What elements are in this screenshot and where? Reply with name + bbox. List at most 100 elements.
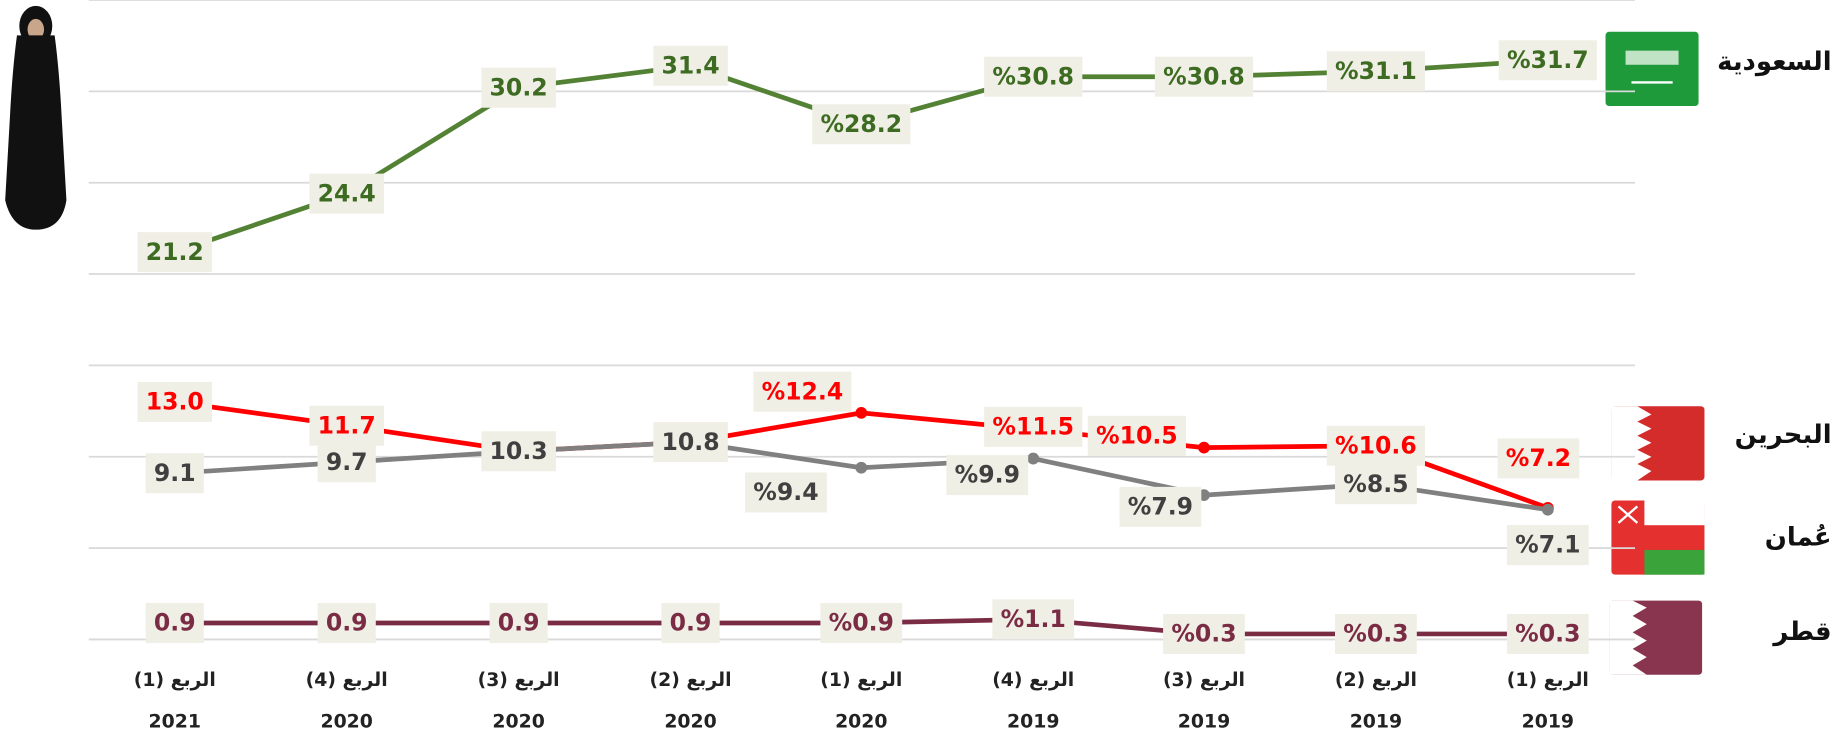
point — [1027, 453, 1039, 465]
x-tick-year: 2020 — [664, 711, 716, 732]
data-label-group: %12.4 — [753, 372, 851, 412]
data-label: %30.8 — [1163, 62, 1245, 90]
data-label: %10.5 — [1096, 422, 1178, 450]
data-label: %9.9 — [955, 461, 1020, 489]
data-label-group: 0.9 — [146, 603, 204, 643]
data-label: %0.3 — [1343, 620, 1408, 648]
data-label: 30.2 — [490, 73, 548, 101]
data-label-group: %30.8 — [1155, 57, 1253, 97]
data-label: %12.4 — [762, 377, 844, 405]
data-label: %10.6 — [1335, 431, 1417, 459]
point — [1542, 504, 1554, 516]
data-label-group: %28.2 — [812, 104, 910, 144]
data-label: 11.7 — [318, 411, 376, 439]
x-tick-year: 2019 — [1350, 711, 1402, 732]
flag-saudi — [1606, 32, 1699, 106]
x-tick-year: 2020 — [320, 711, 372, 732]
data-label: %9.4 — [753, 478, 818, 506]
x-tick-year: 2019 — [1007, 711, 1059, 732]
flag-oman — [1611, 500, 1704, 574]
data-label: 10.8 — [661, 428, 719, 456]
data-label-group: %0.3 — [1335, 614, 1417, 654]
data-label-group: %11.5 — [984, 407, 1082, 447]
data-label: %8.5 — [1343, 470, 1408, 498]
data-label: %7.1 — [1515, 531, 1580, 559]
data-label: %0.3 — [1515, 620, 1580, 648]
point — [1198, 442, 1210, 454]
legend-label: البحرين — [1735, 420, 1832, 450]
woman-icon — [5, 6, 66, 230]
data-label-group: 0.9 — [661, 603, 719, 643]
data-label-group: %10.5 — [1088, 416, 1186, 456]
x-tick-year: 2019 — [1522, 711, 1574, 732]
data-label: 10.3 — [490, 437, 548, 465]
x-tick-label: الربع (4) — [306, 670, 388, 691]
data-label-group: %31.1 — [1327, 51, 1425, 91]
data-label-group: %0.3 — [1163, 614, 1245, 654]
data-label: 9.1 — [154, 459, 196, 487]
data-label: %28.2 — [820, 110, 902, 138]
data-label-group: 13.0 — [137, 382, 212, 422]
data-label-group: %7.1 — [1507, 525, 1589, 565]
data-label-group: 9.1 — [146, 453, 204, 493]
data-label: 24.4 — [318, 179, 376, 207]
x-tick-label: الربع (1) — [134, 670, 216, 691]
x-tick-label: الربع (3) — [1163, 670, 1245, 691]
data-label: 0.9 — [498, 609, 540, 637]
legend-label: عُمان — [1765, 523, 1832, 553]
data-label-group: %10.6 — [1327, 426, 1425, 466]
x-tick-year: 2019 — [1178, 711, 1230, 732]
legend-label: السعودية — [1717, 47, 1832, 77]
x-tick-year: 2021 — [149, 711, 201, 732]
data-label: 0.9 — [154, 609, 196, 637]
data-label-group: %1.1 — [992, 599, 1074, 639]
data-label: %31.1 — [1335, 57, 1417, 85]
data-label-group: 0.9 — [490, 603, 548, 643]
x-tick-label: الربع (1) — [820, 670, 902, 691]
data-label-group: 10.8 — [653, 422, 728, 462]
data-label-group: 21.2 — [137, 232, 212, 272]
flag-bahrain — [1611, 406, 1704, 480]
data-label-group: 10.3 — [481, 431, 556, 471]
data-label-group: 11.7 — [309, 406, 384, 446]
x-tick-year: 2020 — [835, 711, 887, 732]
point — [855, 462, 867, 474]
data-label: %0.9 — [829, 609, 894, 637]
data-label-group: %0.3 — [1507, 614, 1589, 654]
x-tick-year: 2020 — [492, 711, 544, 732]
data-label: %11.5 — [992, 413, 1074, 441]
flag-qatar — [1609, 601, 1702, 675]
data-label-group: %30.8 — [984, 57, 1082, 97]
data-label-group: 31.4 — [653, 46, 728, 86]
data-label: %7.9 — [1128, 493, 1193, 521]
data-label: %0.3 — [1171, 620, 1236, 648]
x-tick-label: الربع (2) — [1335, 670, 1417, 691]
data-label: 31.4 — [661, 51, 719, 79]
data-label-group: 24.4 — [309, 174, 384, 214]
data-label: %30.8 — [992, 62, 1074, 90]
x-tick-label: الربع (1) — [1507, 670, 1589, 691]
data-label: 9.7 — [326, 448, 368, 476]
data-label-group: %7.9 — [1120, 487, 1202, 527]
data-label-group: %9.9 — [946, 455, 1028, 495]
legend-label: قطر — [1771, 617, 1831, 647]
data-label: 13.0 — [146, 388, 204, 416]
data-label-group: 9.7 — [318, 442, 376, 482]
data-label-group: %8.5 — [1335, 464, 1417, 504]
data-label: 0.9 — [326, 609, 368, 637]
data-label: %7.2 — [1506, 444, 1571, 472]
data-label: 0.9 — [670, 609, 712, 637]
x-tick-label: الربع (4) — [992, 670, 1074, 691]
data-label: %1.1 — [1001, 605, 1066, 633]
data-label-group: 30.2 — [481, 68, 556, 108]
data-label: 21.2 — [146, 238, 204, 266]
data-label-group: %31.7 — [1499, 40, 1597, 80]
x-tick-label: الربع (3) — [478, 670, 560, 691]
data-label: %31.7 — [1507, 46, 1589, 74]
data-label-group: %9.4 — [745, 472, 827, 512]
x-tick-label: الربع (2) — [650, 670, 732, 691]
point — [855, 407, 867, 419]
data-label-group: 0.9 — [318, 603, 376, 643]
chart: الربع (1) 2021 الربع (4) 2020 الربع (3) 2020 ا… — [0, 0, 1838, 736]
data-label-group: %0.9 — [820, 603, 902, 643]
